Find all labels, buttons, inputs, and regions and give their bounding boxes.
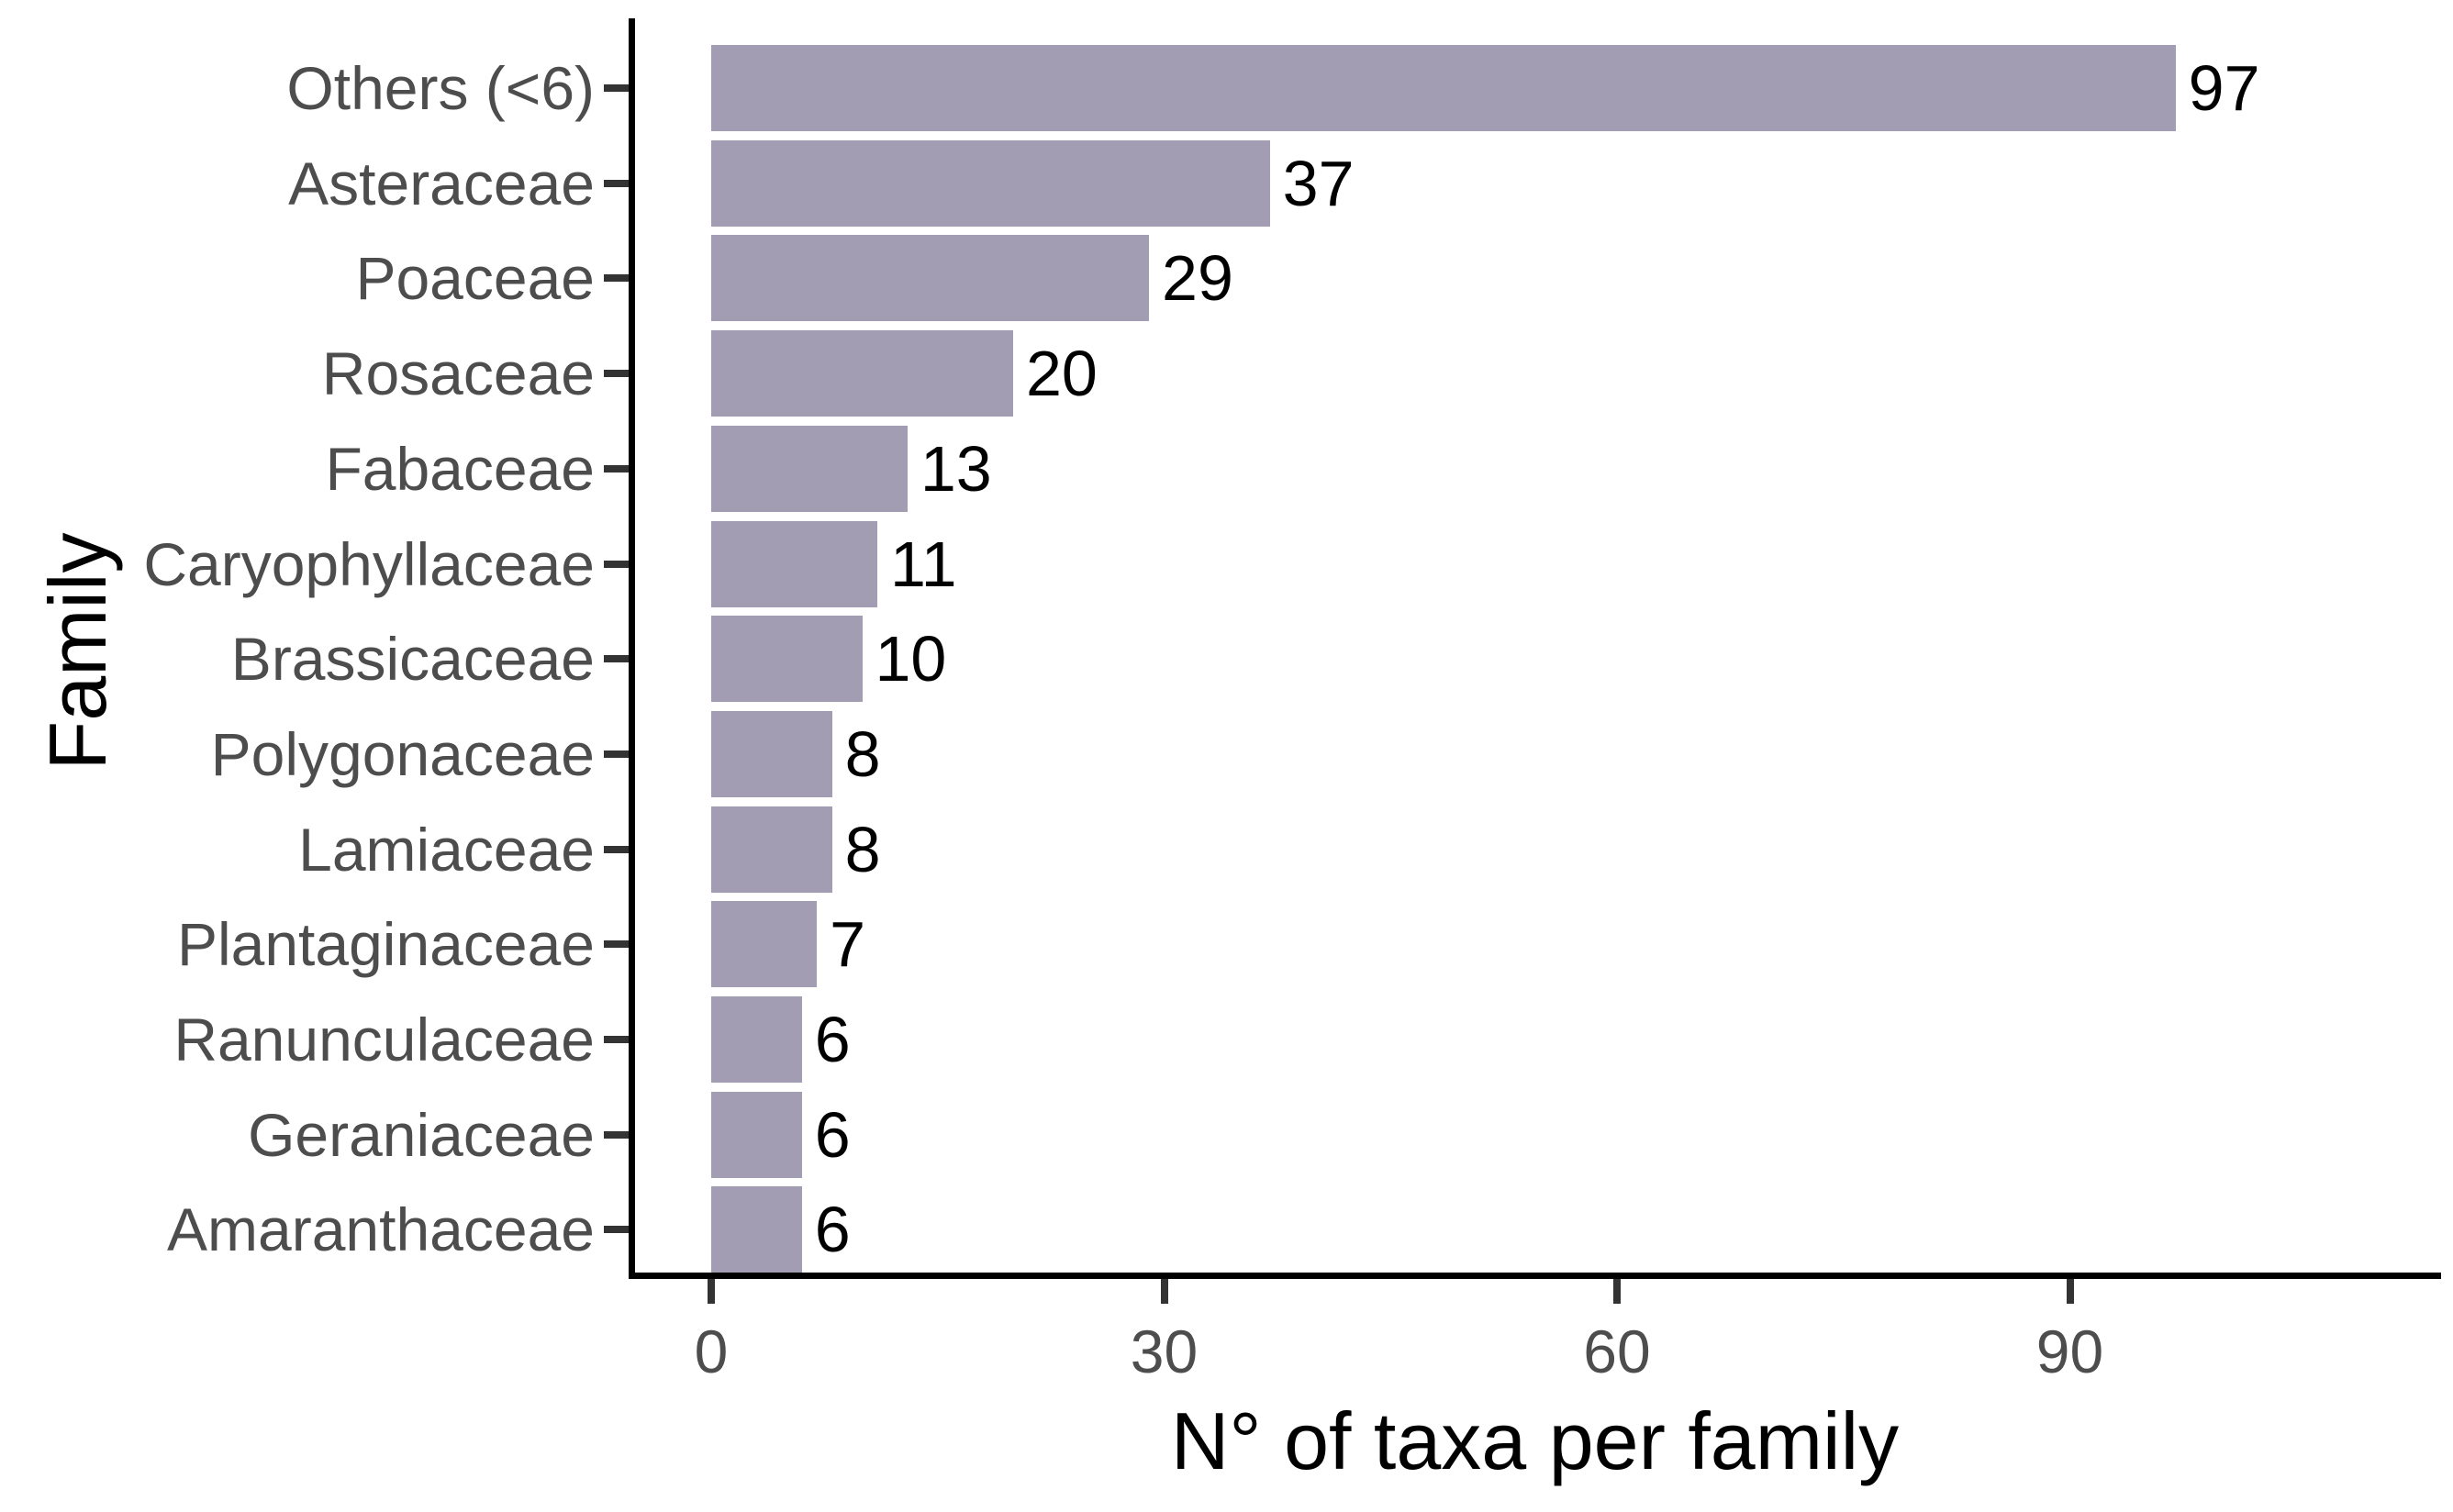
bar-amaranthaceae: [711, 1186, 802, 1273]
bar-others-6: [711, 45, 2176, 131]
bar-value-label: 8: [844, 813, 881, 885]
y-axis-label: Lamiaceae: [298, 815, 595, 884]
y-axis-title: Family: [32, 532, 123, 771]
y-axis-label: Rosaceae: [321, 339, 595, 408]
y-axis-label: Asteraceae: [288, 149, 595, 217]
bar-value-label: 97: [2188, 52, 2260, 124]
y-axis-line: [629, 18, 635, 1279]
x-tick-mark: [1613, 1279, 1621, 1304]
y-axis-label: Poaceae: [355, 244, 595, 313]
y-tick-mark: [604, 84, 629, 92]
bar-plantaginaceae: [711, 901, 818, 988]
bar-value-label: 20: [1026, 338, 1098, 410]
y-axis-label: Plantaginaceae: [176, 910, 595, 979]
y-tick-mark: [604, 464, 629, 472]
x-axis-tick-label: 90: [2035, 1317, 2104, 1385]
bar-ranunculaceae: [711, 996, 802, 1083]
y-tick-mark: [604, 655, 629, 663]
y-tick-mark: [604, 1130, 629, 1139]
bar-value-label: 6: [814, 1004, 851, 1075]
bar-value-label: 37: [1282, 147, 1355, 219]
bar-poaceae: [711, 235, 1150, 322]
bar-value-label: 6: [814, 1098, 851, 1171]
x-axis-title: N° of taxa per family: [1170, 1395, 1900, 1486]
bar-lamiaceae: [711, 806, 832, 893]
y-tick-mark: [604, 370, 629, 378]
y-tick-mark: [604, 845, 629, 853]
y-axis-label: Others (<6): [286, 54, 595, 122]
x-tick-mark: [1160, 1279, 1168, 1304]
bar-value-label: 6: [814, 1194, 851, 1266]
y-tick-mark: [604, 1036, 629, 1043]
y-axis-label: Polygonaceae: [210, 719, 595, 788]
x-axis-tick-label: 0: [694, 1317, 729, 1385]
y-axis-label: Geraniaceae: [248, 1100, 595, 1169]
y-tick-mark: [604, 274, 629, 283]
bar-asteraceae: [711, 139, 1270, 227]
bar-brassicaceae: [711, 616, 863, 703]
bar-value-label: 13: [920, 432, 992, 505]
x-tick-mark: [2066, 1279, 2074, 1304]
bar-rosaceae: [711, 330, 1013, 417]
y-axis-label: Amaranthaceae: [167, 1195, 595, 1264]
bar-value-label: 7: [830, 908, 866, 981]
x-axis-tick-label: 60: [1583, 1317, 1651, 1385]
bar-value-label: 10: [875, 623, 947, 695]
y-axis-label: Fabaceae: [325, 434, 595, 503]
y-tick-mark: [604, 179, 629, 187]
bar-value-label: 8: [844, 717, 881, 790]
bar-polygonaceae: [711, 710, 832, 797]
x-axis-tick-label: 30: [1130, 1317, 1199, 1385]
bar-geraniaceae: [711, 1091, 802, 1178]
y-tick-mark: [604, 940, 629, 949]
y-axis-label: Caryophyllaceae: [143, 529, 595, 598]
bar-value-label: 29: [1162, 242, 1233, 315]
bar-caryophyllaceae: [711, 520, 877, 607]
y-axis-label: Brassicaceae: [230, 625, 595, 694]
bar-fabaceae: [711, 425, 908, 512]
y-tick-mark: [604, 560, 629, 568]
y-axis-label: Ranunculaceae: [173, 1006, 595, 1073]
x-axis-line: [629, 1273, 2441, 1279]
y-tick-mark: [604, 750, 629, 758]
y-tick-mark: [604, 1226, 629, 1234]
x-tick-mark: [708, 1279, 715, 1304]
bar-value-label: 11: [889, 528, 957, 600]
